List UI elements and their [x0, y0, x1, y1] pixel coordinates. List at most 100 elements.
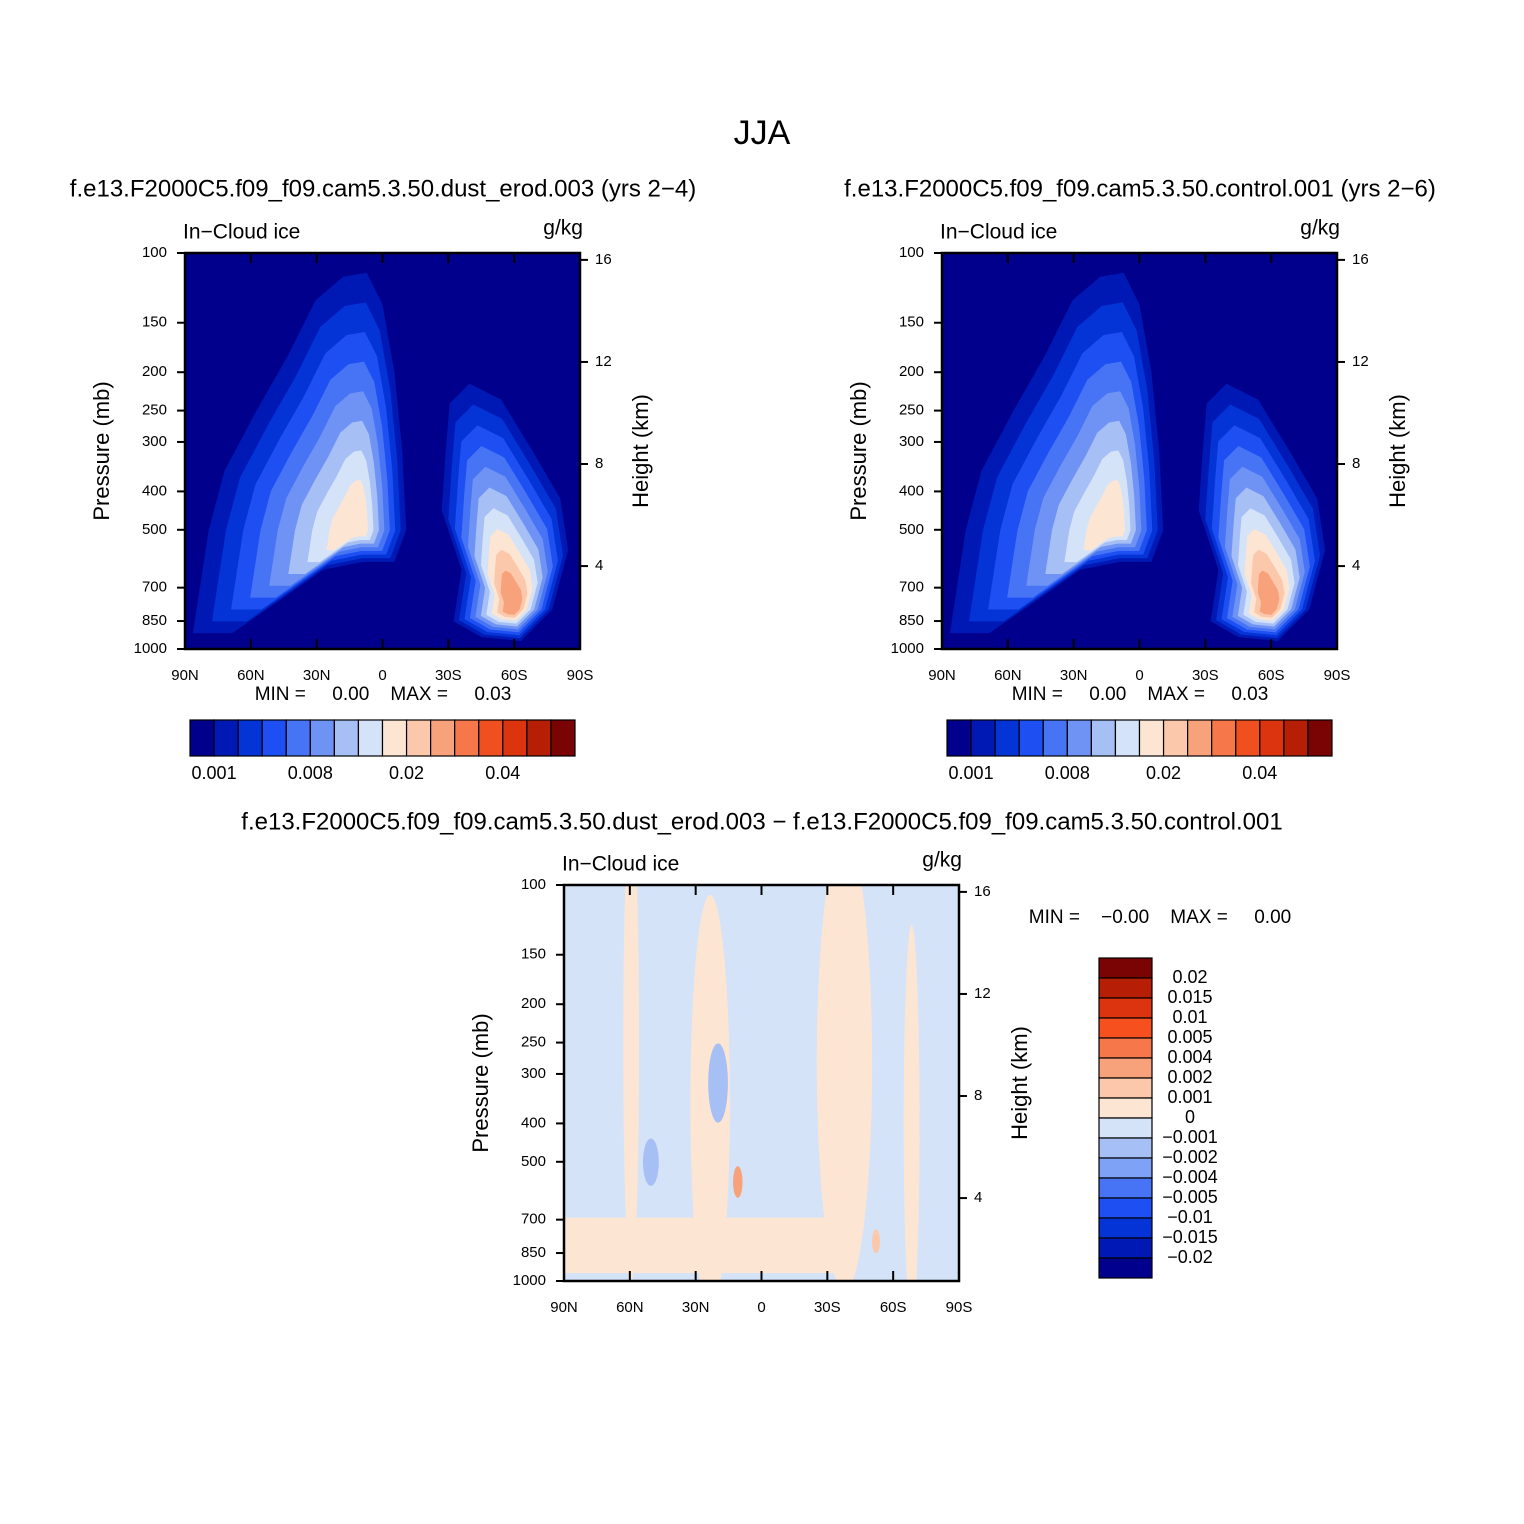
contour-panel: f.e13.F2000C5.f09_f09.cam5.3.50.dust_ero… — [241, 808, 1291, 1316]
y2-tick-label: 16 — [1352, 251, 1369, 268]
colorbar-box — [1098, 1237, 1153, 1259]
colorbar-box — [550, 719, 576, 757]
colorbar-box — [1098, 1257, 1153, 1279]
colorbar-box — [333, 719, 360, 757]
colorbar-box — [946, 719, 972, 757]
y-tick-label: 850 — [899, 612, 924, 629]
contour-fill — [816, 885, 873, 1281]
colorbar-box — [237, 719, 263, 757]
colorbar-box — [1098, 957, 1153, 979]
x-tick-label: 60N — [616, 1299, 644, 1316]
colorbar-box — [1098, 1217, 1153, 1239]
colorbar-label: 0.002 — [1167, 1067, 1212, 1087]
panel-title: f.e13.F2000C5.f09_f09.cam5.3.50.dust_ero… — [241, 808, 1282, 835]
right-label: g/kg — [1300, 217, 1340, 240]
right-label: g/kg — [543, 217, 583, 240]
y-tick-label: 250 — [521, 1034, 546, 1051]
colorbar-box — [1235, 719, 1261, 757]
x-tick-label: 60N — [237, 667, 265, 684]
contour-fill — [1257, 570, 1280, 615]
stats-label: MIN = 0.00 MAX = 0.03 — [1012, 684, 1269, 705]
colorbar-box — [1187, 719, 1213, 757]
y-tick-label: 1000 — [134, 640, 167, 657]
panel-title: f.e13.F2000C5.f09_f09.cam5.3.50.dust_ero… — [70, 175, 696, 202]
y2-tick-label: 16 — [974, 883, 991, 900]
colorbar-box — [502, 719, 528, 757]
y-tick-label: 250 — [899, 402, 924, 419]
x-tick-label: 30S — [435, 667, 462, 684]
colorbar-label: −0.015 — [1162, 1227, 1218, 1247]
colorbar-box — [1098, 1037, 1153, 1059]
colorbar-box — [1098, 1197, 1153, 1219]
colorbar-box — [454, 719, 480, 757]
x-tick-label: 90N — [550, 1299, 578, 1316]
x-tick-label: 60N — [994, 667, 1022, 684]
colorbar-label: −0.005 — [1162, 1187, 1218, 1207]
colorbar-label: 0.001 — [1167, 1087, 1212, 1107]
colorbar-box — [1259, 719, 1285, 757]
colorbar-box — [261, 719, 287, 757]
y-tick-label: 850 — [142, 612, 167, 629]
x-tick-label: 30N — [1060, 667, 1088, 684]
colorbar-box — [1162, 719, 1189, 757]
x-tick-label: 90S — [1324, 667, 1351, 684]
x-tick-label: 90N — [171, 667, 199, 684]
contour-fill — [1083, 480, 1126, 551]
colorbar-box — [1098, 1177, 1153, 1199]
y-tick-label: 1000 — [891, 640, 924, 657]
colorbar-label: −0.002 — [1162, 1147, 1218, 1167]
colorbar-box — [1098, 1077, 1153, 1099]
y-tick-label: 200 — [899, 363, 924, 380]
panel-title: f.e13.F2000C5.f09_f09.cam5.3.50.control.… — [844, 175, 1436, 202]
y2-tick-label: 16 — [595, 251, 612, 268]
colorbar-box — [1018, 719, 1044, 757]
y-axis-label: Pressure (mb) — [89, 381, 114, 520]
contour-field — [942, 253, 1337, 649]
y-tick-label: 700 — [521, 1211, 546, 1228]
y-axis-label: Pressure (mb) — [468, 1013, 493, 1152]
y2-tick-label: 8 — [1352, 455, 1360, 472]
y-tick-label: 150 — [521, 946, 546, 963]
colorbar-label: 0.02 — [1146, 763, 1181, 783]
contour-fill — [564, 1217, 841, 1274]
y2-tick-label: 4 — [1352, 557, 1360, 574]
colorbar-box — [994, 719, 1020, 757]
contour-fill — [326, 480, 369, 551]
y2-tick-label: 12 — [974, 985, 991, 1002]
colorbar-box — [478, 719, 504, 757]
x-tick-label: 30N — [682, 1299, 710, 1316]
x-tick-label: 0 — [757, 1299, 765, 1316]
y-tick-label: 1000 — [513, 1272, 546, 1289]
colorbar-box — [1114, 719, 1141, 757]
y-tick-label: 700 — [142, 579, 167, 596]
left-label: In−Cloud ice — [562, 853, 679, 876]
y-tick-label: 150 — [899, 314, 924, 331]
colorbar-label: 0.004 — [1167, 1047, 1212, 1067]
colorbar-box — [1042, 719, 1068, 757]
colorbar-label: 0.005 — [1167, 1027, 1212, 1047]
x-tick-label: 60S — [880, 1299, 907, 1316]
colorbar-label: −0.001 — [1162, 1127, 1218, 1147]
colorbar-box — [1283, 719, 1309, 757]
y2-tick-label: 4 — [974, 1189, 982, 1206]
y-tick-label: 250 — [142, 402, 167, 419]
colorbar-label: −0.02 — [1167, 1247, 1213, 1267]
contour-fill — [872, 1229, 880, 1254]
y2-axis-label: Height (km) — [1385, 394, 1410, 508]
y2-axis-label: Height (km) — [628, 394, 653, 508]
y-tick-label: 500 — [521, 1153, 546, 1170]
colorbar-box — [1098, 997, 1153, 1019]
x-tick-label: 30N — [303, 667, 331, 684]
colorbar-label: 0.008 — [288, 763, 333, 783]
colorbar-box — [1066, 719, 1092, 757]
y2-tick-label: 8 — [974, 1087, 982, 1104]
colorbar-box — [430, 719, 456, 757]
colorbar-box — [1090, 719, 1117, 757]
x-tick-label: 30S — [814, 1299, 841, 1316]
left-label: In−Cloud ice — [940, 221, 1057, 244]
x-tick-label: 0 — [378, 667, 386, 684]
colorbar-label: 0.04 — [485, 763, 520, 783]
colorbar-label: 0.01 — [1172, 1007, 1207, 1027]
x-tick-label: 90N — [928, 667, 956, 684]
